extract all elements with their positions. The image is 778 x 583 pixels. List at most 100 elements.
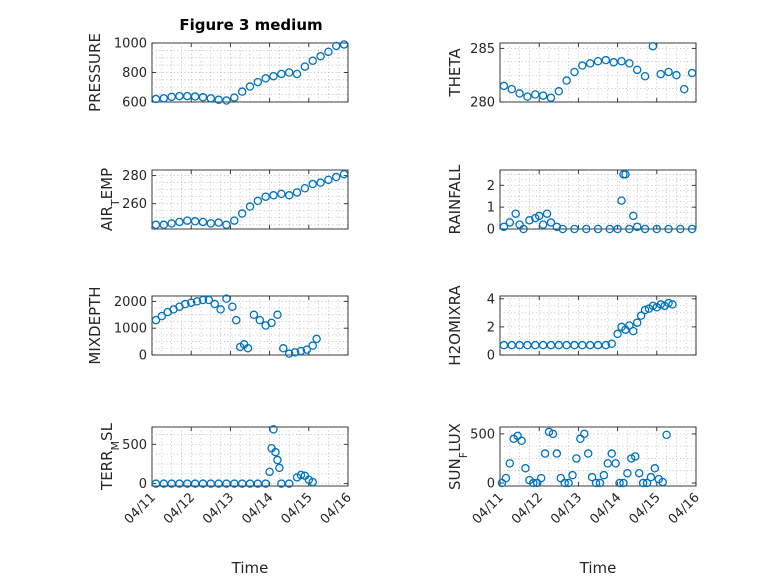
subplot-sun-flux: 0 500 04/11 04/12 04/13 04/14 04/15 04/16 SUNFLU…	[446, 423, 703, 577]
y-axis-label: SUNFLUX	[446, 423, 470, 490]
x-tick-label: 04/12	[161, 490, 198, 527]
data-point	[284, 68, 294, 77]
data-point	[312, 334, 321, 344]
data-point	[642, 478, 652, 488]
data-point	[570, 67, 579, 77]
y-tick-label: 4	[487, 292, 495, 307]
data-point	[640, 305, 650, 315]
data-point	[585, 59, 595, 68]
subplot-h2omixra: 0 2 4 H2OMIXRA	[446, 285, 697, 366]
data-point	[499, 222, 509, 232]
data-point	[650, 464, 660, 473]
data-point	[534, 211, 544, 221]
data-point	[646, 472, 656, 482]
data-point	[548, 429, 558, 439]
data-point	[687, 68, 697, 78]
data-point	[636, 311, 646, 320]
data-point	[601, 340, 611, 350]
data-point	[292, 69, 302, 79]
data-point	[230, 93, 239, 102]
data-point	[324, 47, 333, 57]
data-point	[222, 294, 231, 303]
data-point	[277, 189, 286, 199]
data-point	[632, 65, 642, 75]
data-point	[607, 339, 616, 349]
data-point	[570, 224, 579, 234]
data-point	[560, 478, 569, 488]
data-point	[656, 300, 665, 309]
data-point	[308, 56, 317, 65]
x-tick-label: 04/16	[666, 490, 703, 527]
data-point	[640, 224, 650, 234]
y-tick-label: 0	[487, 349, 495, 364]
data-point	[296, 470, 306, 480]
data-point	[634, 468, 644, 478]
data-point	[237, 87, 247, 96]
data-point	[190, 217, 200, 226]
data-point	[648, 301, 658, 311]
data-point	[292, 188, 302, 197]
data-point	[625, 321, 634, 330]
data-point	[540, 449, 550, 458]
x-tick-label: 04/13	[548, 490, 585, 527]
data-point	[192, 297, 202, 306]
data-point	[613, 224, 622, 234]
data-point	[531, 90, 540, 99]
y-tick-label: 280	[122, 169, 147, 184]
data-point	[632, 222, 642, 232]
data-point	[679, 84, 689, 94]
data-point	[253, 196, 263, 206]
data-point	[232, 315, 241, 325]
data-point	[607, 449, 616, 458]
y-tick-label: 1000	[114, 37, 147, 52]
data-point	[619, 478, 628, 488]
data-point	[662, 430, 671, 440]
x-tick-label: 04/11	[470, 490, 507, 527]
y-tick-label: 260	[122, 197, 147, 212]
data-point	[523, 92, 532, 101]
data-point	[331, 172, 341, 182]
x-tick-label: 04/11	[122, 490, 159, 527]
data-point	[629, 211, 638, 221]
y-tick-label: 500	[122, 438, 147, 453]
data-point	[198, 295, 208, 305]
data-point	[623, 468, 632, 478]
data-point	[206, 94, 216, 103]
data-point	[151, 315, 161, 325]
data-point	[296, 346, 306, 356]
data-point	[542, 209, 552, 218]
y-tick-label: 0	[139, 349, 147, 364]
data-point	[186, 298, 196, 307]
data-point	[507, 84, 517, 94]
data-point	[664, 224, 673, 234]
data-point	[290, 348, 300, 357]
data-point	[587, 472, 597, 482]
data-point	[578, 61, 587, 70]
data-point	[284, 191, 294, 200]
data-point	[505, 459, 515, 468]
y-axis-label: H2OMIXRA	[446, 285, 464, 366]
data-point	[175, 217, 184, 227]
data-point	[611, 459, 620, 468]
y-tick-label: 500	[470, 427, 495, 442]
x-tick-label: 04/15	[279, 490, 316, 527]
data-point	[222, 96, 231, 105]
data-point	[562, 76, 571, 85]
data-point	[324, 175, 333, 185]
data-point	[339, 40, 349, 49]
x-tick-label: 04/14	[239, 490, 276, 527]
data-point	[339, 169, 349, 179]
y-tick-label: 2	[487, 320, 495, 335]
data-point	[245, 82, 255, 91]
data-point	[601, 55, 611, 65]
data-point	[222, 220, 231, 230]
data-point	[613, 329, 622, 339]
y-tick-label: 600	[122, 96, 147, 111]
data-point	[501, 473, 511, 483]
data-point	[668, 300, 677, 309]
data-point	[216, 305, 225, 314]
data-point	[316, 178, 325, 187]
data-point	[228, 302, 237, 311]
